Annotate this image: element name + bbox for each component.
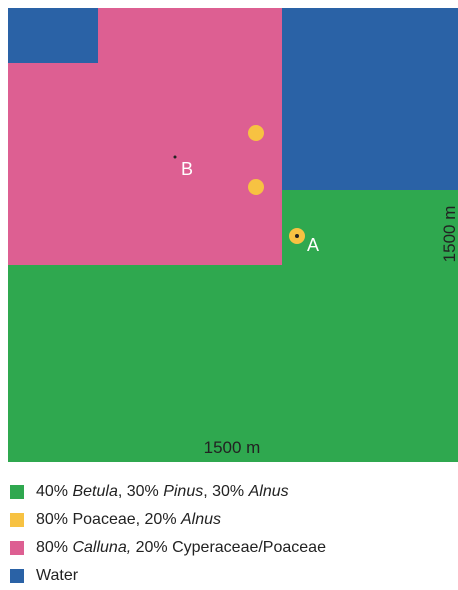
water-area	[8, 8, 98, 63]
grass-site	[248, 125, 264, 141]
legend-text: Alnus	[248, 483, 289, 500]
legend-item: 80% Poaceae, 20% Alnus	[10, 506, 326, 534]
site-point	[173, 155, 177, 159]
legend-text: Calluna,	[72, 539, 132, 556]
map: B A 1500 m 1500 m	[8, 8, 458, 462]
legend-item: 40% Betula, 30% Pinus, 30% Alnus	[10, 478, 326, 506]
legend-swatch	[10, 569, 24, 583]
water-area	[282, 8, 458, 190]
legend-text: , 30%	[203, 483, 249, 500]
legend-label: 40% Betula, 30% Pinus, 30% Alnus	[36, 483, 289, 501]
legend-swatch	[10, 513, 24, 527]
legend-item: 80% Calluna, 20% Cyperaceae/Poaceae	[10, 534, 326, 562]
legend-text: 80%	[36, 539, 73, 556]
legend-text: Betula	[72, 483, 118, 500]
legend-label: Water	[36, 567, 78, 585]
site-label: A	[307, 235, 319, 255]
legend-swatch	[10, 485, 24, 499]
legend-text: Pinus	[163, 483, 204, 500]
grass-site	[248, 179, 264, 195]
height-label: 1500 m	[440, 206, 458, 263]
legend: 40% Betula, 30% Pinus, 30% Alnus 80% Poac…	[10, 478, 326, 590]
width-label: 1500 m	[204, 438, 261, 457]
legend-text: Alnus	[181, 511, 222, 528]
legend-item: Water	[10, 562, 326, 590]
legend-text: 20% Cyperaceae/Poaceae	[131, 539, 326, 556]
legend-text: Water	[36, 567, 79, 584]
site-point	[295, 234, 299, 238]
legend-label: 80% Calluna, 20% Cyperaceae/Poaceae	[36, 539, 326, 557]
legend-text: 40%	[36, 483, 73, 500]
legend-label: 80% Poaceae, 20% Alnus	[36, 511, 221, 529]
site-label: B	[181, 159, 193, 179]
legend-text: 80% Poaceae, 20%	[36, 511, 181, 528]
legend-text: , 30%	[117, 483, 164, 500]
legend-swatch	[10, 541, 24, 555]
